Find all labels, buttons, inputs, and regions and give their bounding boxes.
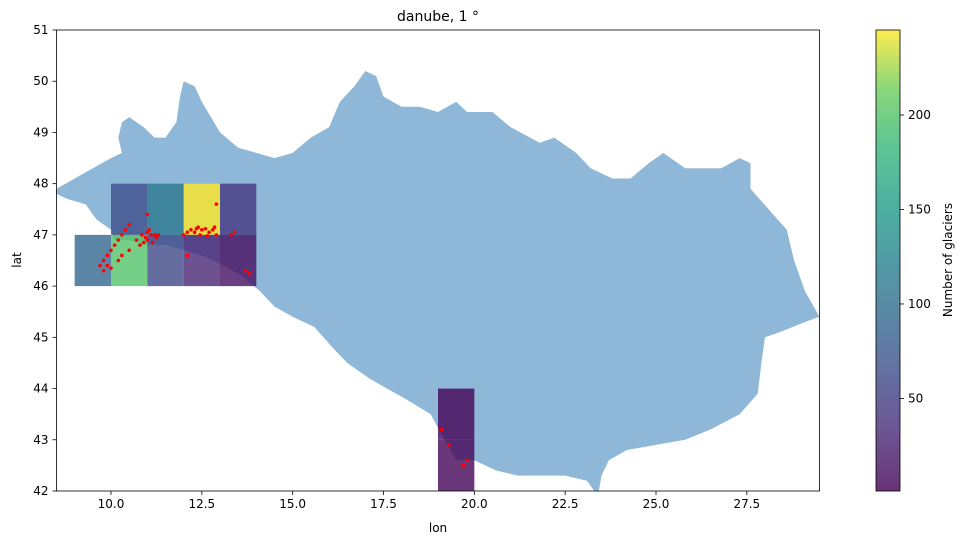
glacier-point [105, 253, 110, 258]
glacier-point [112, 243, 117, 247]
glacier-point [138, 243, 142, 247]
y-tick-label: 48 [33, 177, 48, 191]
glacier-point [145, 238, 150, 242]
glacier-point [461, 463, 466, 468]
colorbar-tick-label: 50 [908, 391, 923, 405]
glacier-point [198, 233, 202, 237]
glacier-point [200, 227, 204, 232]
glacier-point [185, 253, 190, 258]
glacier-point [143, 235, 148, 240]
x-tick-label: 10.0 [98, 497, 125, 511]
glacier-point [439, 427, 444, 432]
grid-cell [74, 234, 111, 287]
glacier-point [105, 263, 110, 268]
glacier-point [152, 233, 157, 237]
y-tick-label: 49 [33, 125, 48, 139]
glacier-point [194, 226, 199, 231]
colorbar-tick-label: 100 [908, 297, 931, 311]
glacier-point [447, 443, 451, 447]
glacier-point [123, 227, 128, 232]
glacier-point [185, 230, 190, 235]
x-axis: 10.0 12.5 15.0 17.5 20.0 22.5 25.0 27.5 [98, 491, 760, 511]
y-tick-label: 42 [33, 484, 48, 498]
glacier-point [149, 233, 153, 237]
plot-area-frame [56, 29, 820, 492]
grid-cell [438, 388, 475, 440]
colorbar-frame [875, 29, 901, 492]
glacier-point [465, 458, 469, 463]
grid-cell [183, 234, 220, 287]
grid-cell [220, 183, 257, 235]
grid-cell [111, 183, 148, 235]
glacier-point [127, 248, 131, 253]
y-tick-label: 44 [33, 382, 48, 396]
colorbar-tick-label: 200 [908, 108, 931, 122]
y-tick-label: 47 [33, 228, 48, 242]
glacier-point [101, 258, 106, 263]
glacier-point [98, 263, 102, 268]
colorbar-tick-label: 150 [908, 202, 931, 216]
grid-cell [438, 439, 475, 491]
glacier-point [229, 233, 233, 237]
glacier-point [214, 202, 219, 206]
glacier-point [127, 222, 131, 227]
glacier-point [210, 227, 215, 232]
colorbar-label: Number of glaciers [941, 203, 955, 317]
x-tick-label: 25.0 [643, 497, 670, 511]
x-tick-label: 20.0 [461, 497, 488, 511]
glacier-point [120, 253, 124, 258]
glacier-point [192, 230, 197, 235]
glacier-point [212, 225, 217, 230]
y-axis: 42 43 44 45 46 47 48 49 50 51 [33, 23, 57, 498]
glacier-point [116, 238, 121, 242]
x-tick-label: 15.0 [279, 497, 306, 511]
glacier-point [232, 230, 237, 235]
glacier-point [205, 234, 210, 238]
grid-cell [111, 234, 148, 287]
colorbar-gradient [876, 30, 900, 491]
y-axis-label: lat [10, 252, 24, 268]
glacier-point [214, 233, 219, 237]
glacier-point [109, 266, 113, 270]
y-tick-label: 51 [33, 23, 48, 37]
glacier-point [203, 226, 208, 231]
glacier-point [140, 233, 144, 237]
colorbar-ticks: 50 100 150 200 [900, 108, 931, 405]
x-tick-label: 22.5 [552, 497, 579, 511]
glacier-point [134, 238, 139, 242]
x-tick-label: 12.5 [188, 497, 215, 511]
x-axis-label: lon [429, 521, 447, 535]
glacier-point [120, 233, 124, 237]
glacier-point [154, 235, 159, 240]
glacier-point [145, 230, 150, 235]
glacier-point [145, 212, 150, 217]
colorbar: 50 100 150 200 Number of glaciers [875, 29, 955, 492]
glacier-point [247, 271, 251, 276]
glacier-point [156, 233, 161, 237]
glacier-point [181, 233, 186, 237]
chart-title: danube, 1 ° [397, 9, 479, 25]
y-tick-label: 45 [33, 330, 48, 344]
glacier-point [150, 240, 155, 245]
glacier-point [147, 227, 151, 232]
glacier-count-cells [74, 183, 475, 491]
glacier-points [98, 202, 469, 468]
y-tick-label: 50 [33, 74, 48, 88]
danube-basin-shape [56, 71, 820, 491]
glacier-point [109, 248, 113, 253]
glacier-point [207, 230, 211, 235]
glacier-point [141, 240, 146, 245]
glacier-point [101, 268, 106, 273]
x-tick-label: 17.5 [370, 497, 397, 511]
x-tick-label: 27.5 [733, 497, 760, 511]
grid-cell [220, 234, 257, 287]
glacier-point [243, 268, 248, 273]
grid-cell [147, 183, 184, 235]
y-tick-label: 43 [33, 433, 48, 447]
y-tick-label: 46 [33, 279, 48, 293]
glacier-point [189, 227, 193, 232]
glacier-point [116, 258, 121, 263]
